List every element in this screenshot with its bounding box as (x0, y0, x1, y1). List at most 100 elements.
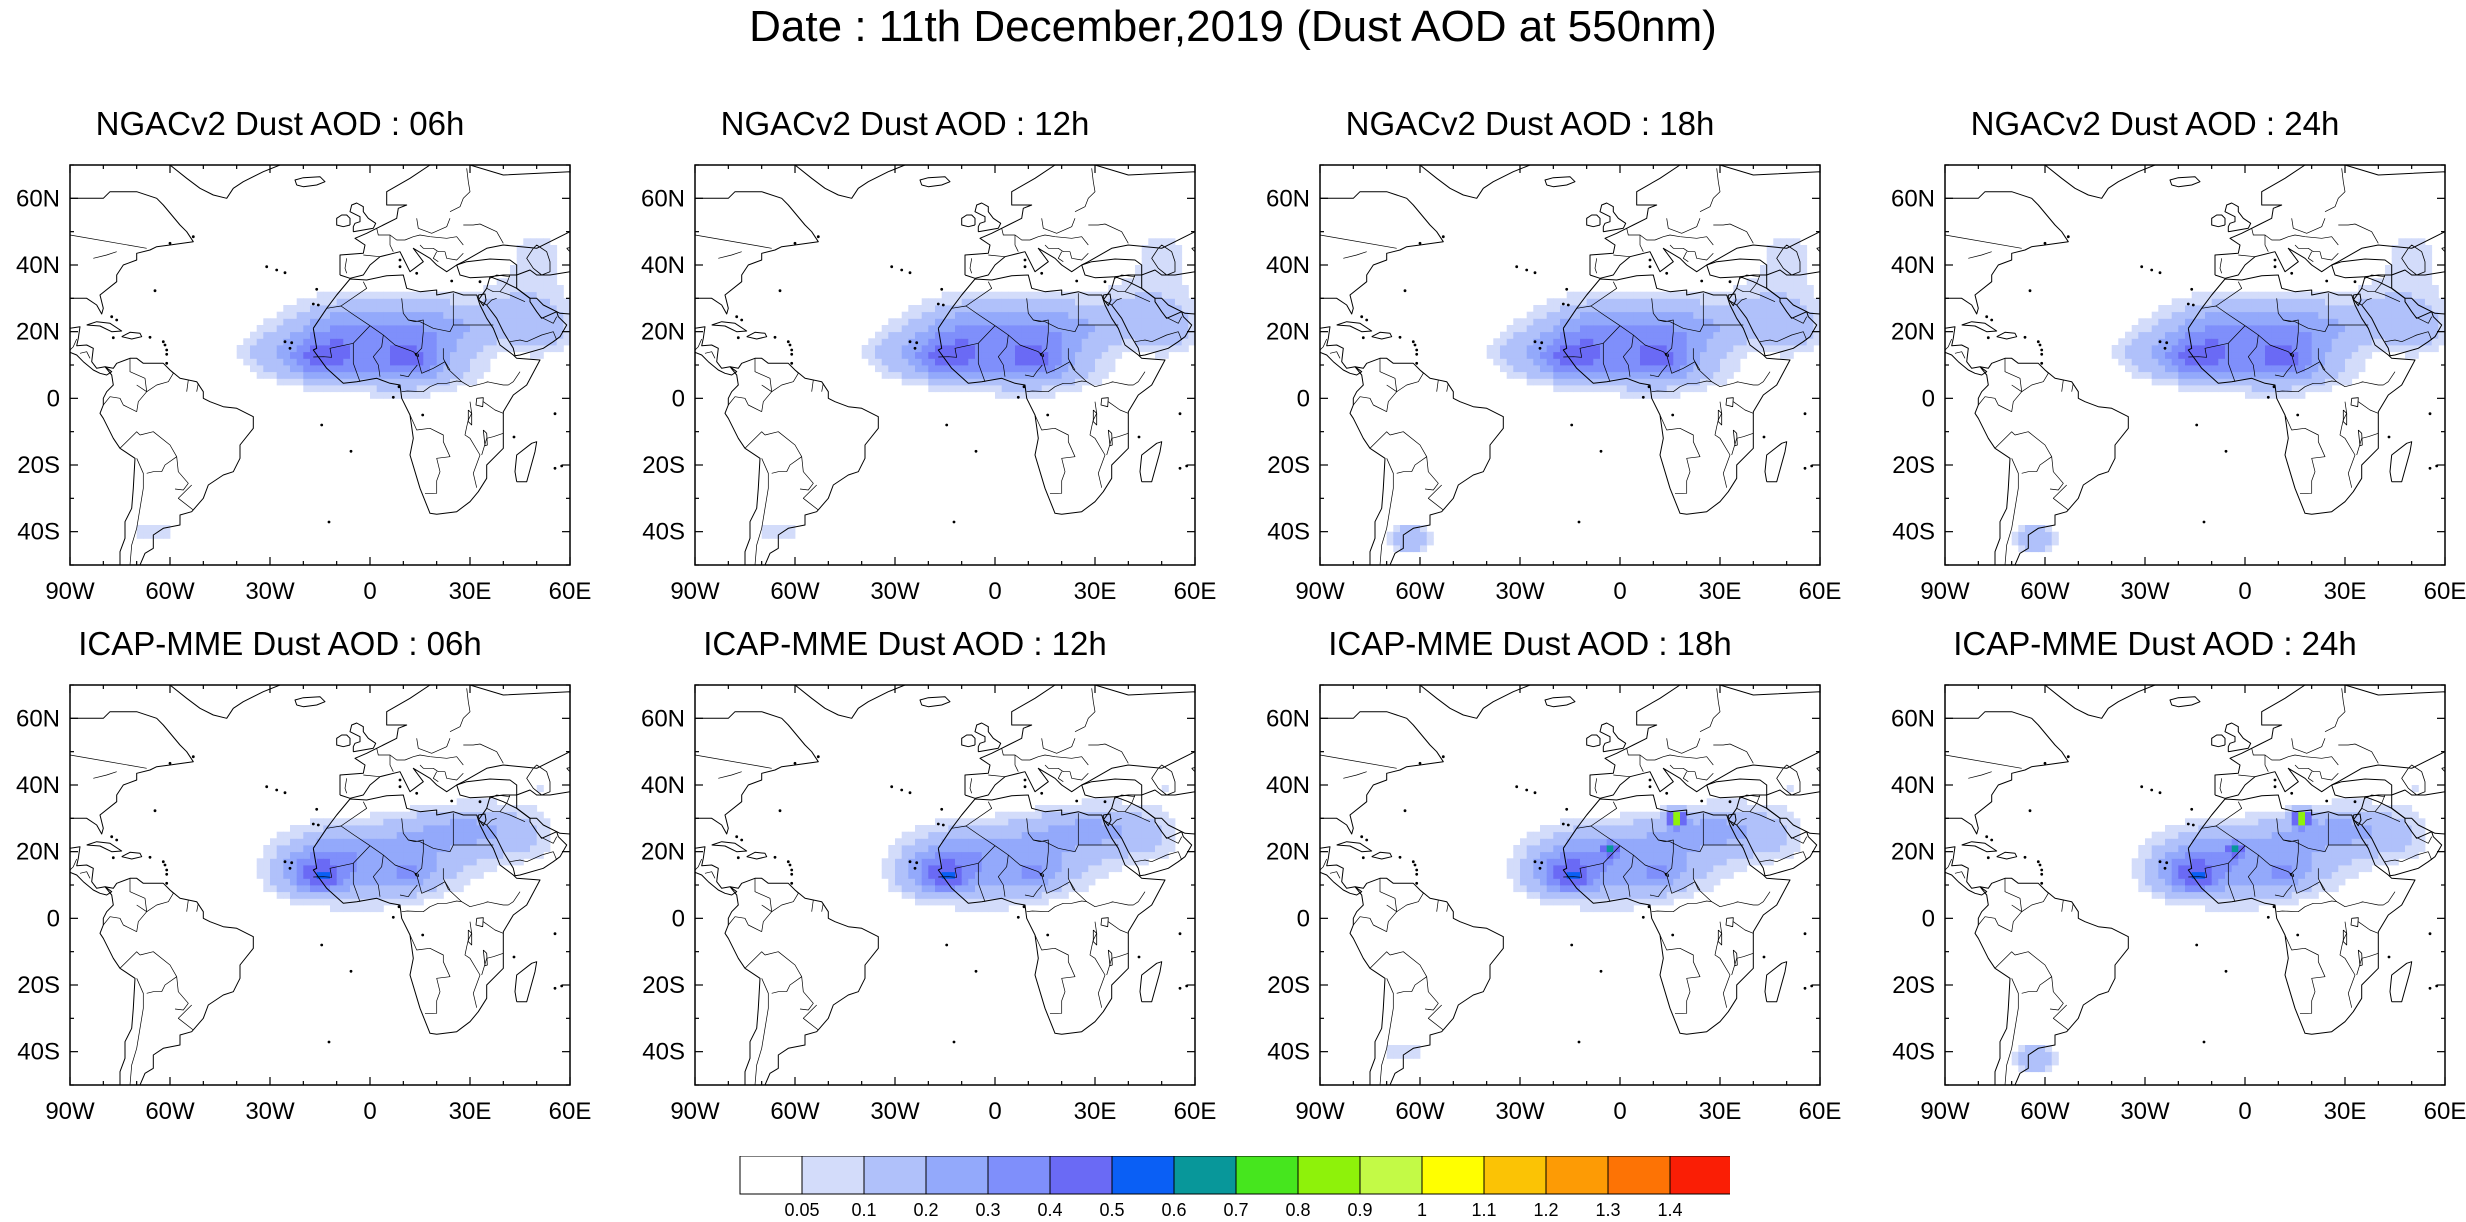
country-border (2274, 884, 2293, 898)
island (1700, 799, 1704, 803)
country-border (1026, 813, 1079, 853)
coastline-sinai (1727, 293, 1737, 307)
country-border (464, 401, 481, 488)
island (316, 303, 320, 307)
lake (1717, 409, 1723, 426)
colorbar-label: 0.6 (1161, 1200, 1186, 1216)
country-border (2361, 297, 2372, 306)
coastline-mexicoCentral (695, 326, 738, 376)
country-border (93, 251, 117, 259)
country-border (1343, 251, 1367, 259)
country-border (136, 369, 174, 412)
island (2040, 352, 2044, 356)
coastline-sinai (2352, 813, 2362, 827)
coastline-greenland (2044, 685, 2156, 719)
map-plot: 90W 60W 30W 0 30E 60E 60N 40N 20N 0 20S 40S (16, 684, 591, 1125)
island (168, 241, 172, 245)
country-border (483, 401, 504, 414)
country-border (1111, 287, 1125, 293)
country-border (2276, 813, 2329, 853)
lon-tick-label: 0 (2238, 1098, 2251, 1125)
panel-title: NGACv2 Dust AOD : 24h (1970, 105, 2340, 142)
country-border (2274, 364, 2293, 378)
lat-tick-label: 40N (641, 772, 685, 799)
lon-tick-label: 30W (2120, 1098, 2170, 1125)
colorbar-box (1483, 1156, 1547, 1195)
country-border (1713, 223, 1754, 244)
country-border (409, 934, 451, 1015)
coastline-arabia (1727, 276, 1818, 357)
country-border (1622, 334, 1634, 377)
island (952, 1040, 956, 1044)
lake (482, 949, 488, 967)
coastline-northAmerica (1320, 711, 1444, 835)
country-border (2052, 1004, 2069, 1031)
coastline-mexicoCentral (70, 326, 113, 376)
island (1178, 986, 1182, 990)
island (1415, 868, 1419, 872)
colorbar-label: 0.9 (1347, 1200, 1372, 1216)
country-border (1736, 817, 1747, 826)
island (1137, 955, 1141, 959)
country-border (2215, 281, 2243, 307)
country-border (1666, 738, 1701, 754)
country-border (2215, 801, 2243, 827)
country-border (1106, 952, 1129, 976)
country-border (2247, 334, 2259, 377)
country-border (2384, 851, 2433, 863)
island (2158, 271, 2162, 275)
colorbar-label: 0.2 (913, 1200, 938, 1216)
panel-title: ICAP-MME Dust AOD : 24h (1953, 625, 2357, 662)
map-panel: NGACv2 Dust AOD : 18h 90W 60W 30W 0 30E 60E 60N… (1250, 20, 1841, 605)
country-border (1651, 293, 1704, 333)
coastline-hispaniola (1371, 331, 1393, 340)
country-border (969, 778, 973, 794)
island (2428, 466, 2432, 470)
country-border (119, 951, 141, 969)
country-border (483, 921, 504, 934)
coastline-europe (964, 685, 1195, 799)
island (283, 340, 287, 344)
country-border (1427, 484, 1444, 511)
country-border (1978, 916, 2012, 933)
island (936, 822, 940, 826)
coastline-britain (2224, 202, 2252, 233)
country-border (1369, 951, 1391, 969)
island (349, 969, 353, 973)
country-border (1074, 688, 1096, 733)
country-border (1658, 319, 1674, 356)
lat-tick-label: 40N (641, 252, 685, 279)
island (398, 785, 402, 789)
tick-marks (1319, 684, 1821, 1086)
country-border (1014, 755, 1019, 772)
country-border (1396, 471, 1412, 474)
island (2043, 761, 2047, 765)
country-border (489, 794, 511, 799)
island (450, 279, 454, 283)
country-border (1034, 414, 1076, 495)
country-border (1699, 688, 1721, 733)
lake (1107, 429, 1113, 447)
country-border (1001, 228, 1089, 246)
coastline-arabia (1727, 796, 1818, 877)
island (1413, 863, 1417, 867)
country-border (2361, 891, 2396, 906)
colorbar-box (1173, 1156, 1237, 1195)
country-border (70, 338, 78, 351)
island (1599, 969, 1603, 973)
island (2224, 969, 2228, 973)
lat-tick-label: 20N (1266, 839, 1310, 866)
island (1040, 271, 1044, 275)
lake (482, 429, 488, 447)
island (1023, 785, 1027, 789)
coastline-madagascar (2389, 441, 2413, 483)
lon-tick-label: 60E (1799, 578, 1842, 605)
island (945, 943, 949, 947)
coastline-europe (1589, 165, 1820, 279)
lon-tick-label: 60W (145, 1098, 195, 1125)
country-border (951, 305, 1076, 374)
country-border (1659, 934, 1701, 1015)
lat-tick-label: 40N (1891, 772, 1935, 799)
lon-tick-label: 0 (988, 578, 1001, 605)
island (890, 265, 894, 269)
